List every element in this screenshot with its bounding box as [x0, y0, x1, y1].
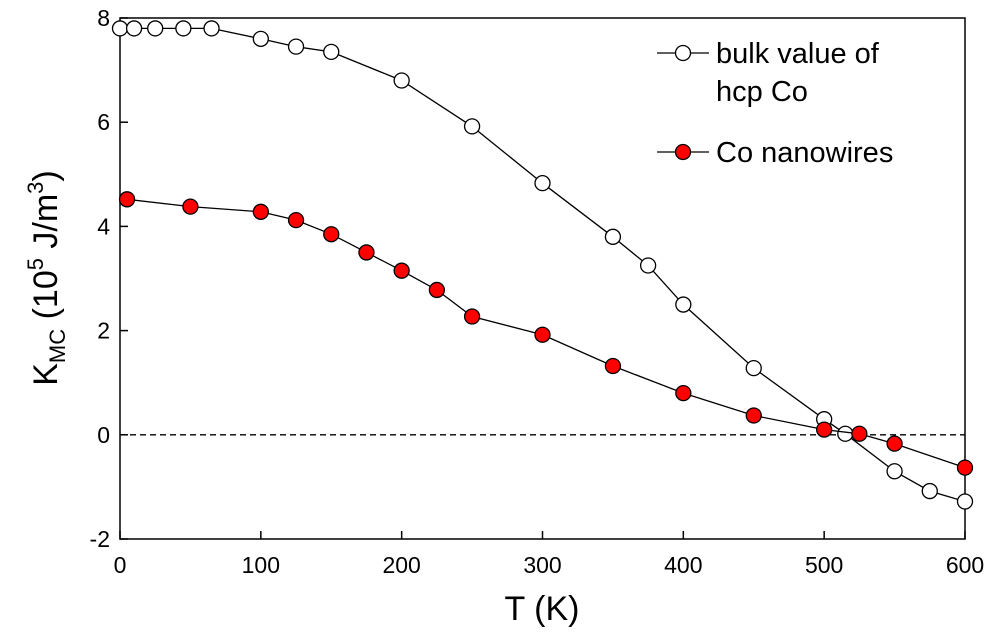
legend-label: bulk value of — [716, 38, 880, 70]
data-point — [182, 198, 199, 215]
y-axis-title-exponent: 5 — [23, 258, 48, 270]
data-point — [393, 262, 410, 279]
data-point — [675, 384, 692, 402]
data-point — [175, 20, 192, 37]
data-point — [252, 203, 269, 220]
plot-frame — [119, 17, 966, 540]
x-tick-label: 0 — [114, 552, 127, 578]
y-axis-title-unit-middle: J/m — [27, 194, 65, 258]
data-point — [111, 20, 129, 37]
x-tick-label: 200 — [382, 552, 420, 578]
data-point — [393, 72, 410, 89]
y-tick-label: 4 — [97, 213, 110, 239]
data-point — [252, 30, 269, 47]
data-point — [604, 228, 622, 245]
x-tick-label: 600 — [946, 552, 984, 578]
data-point — [287, 211, 305, 229]
data-point — [886, 435, 903, 452]
data-point — [837, 425, 854, 442]
y-tick-label: -2 — [90, 526, 110, 552]
data-point — [463, 118, 481, 135]
series-layer — [111, 20, 974, 510]
x-tick-label: 300 — [523, 552, 561, 578]
data-point — [463, 308, 481, 325]
x-tick-label: 100 — [242, 552, 280, 578]
x-axis-title: T (K) — [505, 590, 580, 628]
data-point — [816, 421, 833, 438]
data-point — [287, 38, 305, 55]
y-axis-title-unit-prefix: (10 — [27, 270, 65, 329]
legend-label: hcp Co — [716, 76, 808, 108]
x-tick-label: 500 — [805, 552, 843, 578]
legend-label: Co nanowires — [716, 137, 893, 169]
data-point — [534, 326, 551, 343]
data-point — [323, 226, 340, 243]
data-point — [921, 482, 938, 500]
x-tick-label: 400 — [664, 552, 702, 578]
y-axis-title-main: K — [27, 363, 65, 386]
y-axis-title-subscript: MC — [45, 329, 70, 363]
y-axis-title-unit-suffix: ) — [27, 170, 65, 181]
data-point — [956, 459, 974, 476]
y-tick-label: 0 — [97, 422, 110, 448]
data-point — [675, 296, 692, 313]
data-point — [203, 20, 220, 37]
data-point — [118, 191, 136, 208]
data-point — [956, 493, 974, 510]
data-point — [604, 357, 622, 375]
legend: bulk value of hcp Co Co nanowires — [657, 38, 893, 169]
data-point — [745, 359, 762, 377]
legend-marker — [674, 44, 692, 62]
y-tick-label: 2 — [97, 318, 110, 344]
data-point — [851, 425, 868, 442]
data-point — [534, 175, 551, 192]
y-axis-title-exponent-2: 3 — [23, 182, 48, 194]
y-axis-title: KMC (105 J/m3) — [23, 170, 70, 386]
data-point — [886, 463, 903, 480]
data-point — [147, 20, 164, 37]
data-point — [323, 43, 340, 61]
data-point — [125, 20, 143, 37]
data-point — [639, 257, 657, 274]
data-point — [428, 281, 446, 299]
y-tick-label: 6 — [97, 109, 110, 135]
y-tick-label: 8 — [97, 5, 110, 31]
data-point — [358, 244, 375, 261]
legend-marker — [674, 143, 692, 161]
data-point — [745, 407, 762, 424]
